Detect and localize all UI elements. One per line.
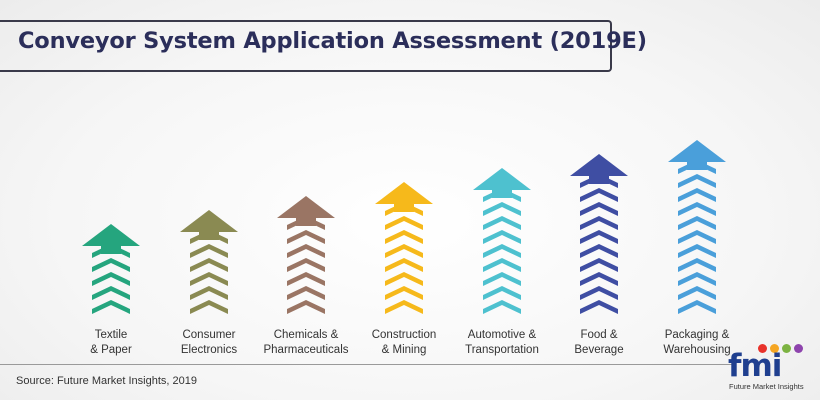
chevron-mark [678, 300, 716, 314]
chevron-mark [190, 244, 228, 258]
chevron-mark [580, 202, 618, 216]
category-label: Chemicals & Pharmaceuticals [246, 328, 366, 358]
chevron-mark [92, 286, 130, 300]
chevron-mark [483, 202, 521, 216]
arrow-column [277, 196, 335, 314]
category-label: Construction & Mining [344, 328, 464, 358]
category-label-line: Chemicals & [273, 329, 339, 341]
chevron-mark [483, 272, 521, 286]
chevron-mark [580, 216, 618, 230]
chevron-mark [385, 258, 423, 272]
chevron-mark [483, 300, 521, 314]
category-label-line: Food & [580, 329, 618, 341]
chevron-mark [287, 258, 325, 272]
chevron-mark [385, 286, 423, 300]
arrow-column [180, 210, 238, 314]
chevron-mark [483, 286, 521, 300]
chevron-mark [678, 244, 716, 258]
chevron-mark [678, 202, 716, 216]
chevron-mark [287, 230, 325, 244]
source-divider [0, 364, 735, 365]
logo-dot-icon [758, 344, 767, 353]
logo-dot-icon [794, 344, 803, 353]
title-frame [0, 20, 612, 72]
chevron-mark [385, 230, 423, 244]
chevron-mark [385, 300, 423, 314]
category-label-line: Transportation [465, 344, 539, 356]
chevron-mark [287, 272, 325, 286]
chevron-mark [287, 286, 325, 300]
arrow-head-mark [375, 182, 433, 212]
arrow-head-mark [180, 210, 238, 240]
category-label-line: & Paper [90, 344, 132, 356]
chevron-mark [483, 216, 521, 230]
arrow-column [668, 140, 726, 314]
chevron-mark [580, 286, 618, 300]
arrow-column [473, 168, 531, 314]
chevron-mark [92, 272, 130, 286]
chevron-mark [92, 300, 130, 314]
source-note: Source: Future Market Insights, 2019 [16, 375, 197, 387]
chevron-mark [678, 188, 716, 202]
chevron-mark [678, 174, 716, 188]
logo-dot-icon [770, 344, 779, 353]
chevron-mark [678, 272, 716, 286]
chevron-mark [190, 258, 228, 272]
category-label: Consumer Electronics [149, 328, 269, 358]
chevron-mark [385, 244, 423, 258]
category-label-line: Electronics [180, 344, 238, 356]
chevron-mark [483, 230, 521, 244]
chevron-mark [483, 244, 521, 258]
chevron-mark [287, 244, 325, 258]
chevron-mark [92, 258, 130, 272]
chevron-mark [678, 286, 716, 300]
chevron-mark [580, 272, 618, 286]
arrow-head-mark [82, 224, 140, 254]
category-label-line: Consumer [182, 329, 236, 341]
chevron-mark [580, 230, 618, 244]
chevron-mark [287, 300, 325, 314]
chevron-mark [580, 244, 618, 258]
logo-subtitle: Future Market Insights [729, 382, 804, 391]
chevron-mark [385, 216, 423, 230]
chevron-mark [580, 258, 618, 272]
category-label-line: Warehousing [663, 344, 731, 356]
arrow-head-mark [668, 140, 726, 170]
chevron-mark [580, 300, 618, 314]
arrow-head-mark [277, 196, 335, 226]
arrow-head-mark [473, 168, 531, 198]
category-label-line: & Mining [381, 344, 427, 356]
page-title: Conveyor System Application Assessment (… [18, 28, 647, 54]
category-label: Textile & Paper [51, 328, 171, 358]
logo-dot-icon [782, 344, 791, 353]
chevron-mark [678, 258, 716, 272]
logo-wordmark: fmi [728, 348, 782, 384]
chevron-mark [580, 188, 618, 202]
chevron-mark [190, 300, 228, 314]
category-label: Packaging & Warehousing [637, 328, 757, 358]
chevron-mark [678, 230, 716, 244]
chevron-mark [385, 272, 423, 286]
category-label-line: Textile [94, 329, 128, 341]
category-label: Food & Beverage [539, 328, 659, 358]
category-label-line: Automotive & [467, 329, 537, 341]
arrow-column [82, 224, 140, 314]
arrow-head-mark [570, 154, 628, 184]
category-label-line: Beverage [574, 344, 624, 356]
arrow-column [375, 182, 433, 314]
chevron-mark [190, 272, 228, 286]
category-label: Automotive & Transportation [442, 328, 562, 358]
fmi-logo: fmi Future Market Insights [728, 344, 816, 396]
category-label-line: Pharmaceuticals [263, 344, 349, 356]
chevron-mark [678, 216, 716, 230]
chevron-mark [190, 286, 228, 300]
category-label-line: Construction [371, 329, 437, 341]
category-label-line: Packaging & [664, 329, 730, 341]
arrow-column [570, 154, 628, 314]
chevron-mark [483, 258, 521, 272]
